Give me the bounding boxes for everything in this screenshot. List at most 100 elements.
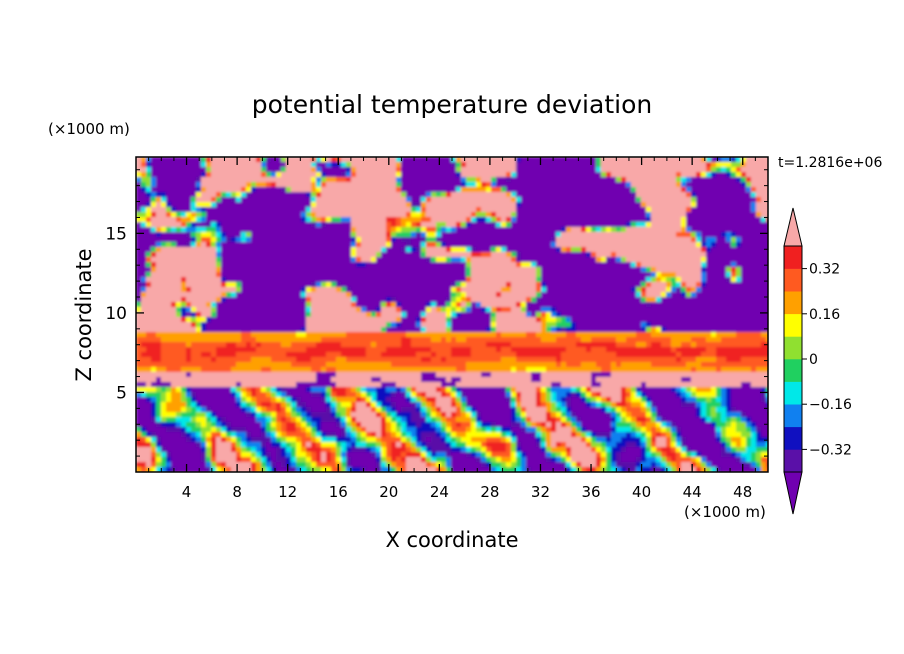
contour-cell [506,302,512,308]
contour-cell [506,297,512,303]
contour-cell [551,212,557,218]
contour-cell [211,227,217,233]
contour-cell [666,212,672,218]
contour-cell [691,222,697,228]
contour-cell [496,207,502,213]
contour-cell [221,352,227,358]
contour-cell [596,187,602,193]
contour-cell [616,257,622,263]
contour-cell [346,342,352,348]
contour-cell [381,257,387,263]
contour-cell [411,192,417,198]
contour-cell [756,267,762,273]
contour-cell [281,307,287,313]
contour-cell [561,327,567,333]
contour-cell [696,257,702,263]
contour-cell [551,337,557,343]
contour-cell [306,222,312,228]
contour-cell [406,227,412,233]
contour-cell [366,227,372,233]
contour-cell [741,287,747,293]
contour-cell [146,232,152,238]
contour-cell [396,202,402,208]
contour-cell [236,287,242,293]
contour-cell [366,217,372,223]
contour-cell [306,197,312,203]
contour-cell [376,252,382,258]
contour-cell [731,217,737,223]
contour-cell [356,227,362,233]
contour-cell [631,167,637,173]
contour-cell [706,237,712,243]
contour-cell [476,257,482,263]
contour-cell [751,157,757,163]
contour-cell [136,202,142,208]
contour-cell [216,182,222,188]
contour-cell [626,192,632,198]
contour-cell [286,177,292,183]
contour-cell [361,252,367,258]
contour-cell [726,257,732,263]
contour-cell [686,347,692,353]
contour-cell [526,172,532,178]
contour-cell [316,182,322,188]
contour-cell [496,192,502,198]
contour-cell [146,162,152,168]
contour-cell [271,167,277,173]
contour-cell [751,277,757,283]
contour-cell [621,342,627,348]
contour-cell [196,297,202,303]
contour-cell [631,237,637,243]
contour-cell [581,267,587,273]
contour-cell [731,287,737,293]
contour-cell [161,182,167,188]
contour-cell [261,222,267,228]
contour-cell [671,282,677,288]
contour-cell [491,312,497,318]
contour-cell [686,342,692,348]
contour-cell [531,247,537,253]
contour-cell [386,287,392,293]
contour-cell [176,272,182,278]
contour-cell [291,337,297,343]
contour-cell [576,322,582,328]
contour-cell [301,337,307,343]
contour-cell [711,212,717,218]
contour-cell [296,192,302,198]
contour-cell [191,182,197,188]
contour-cell [496,327,502,333]
contour-cell [381,242,387,248]
contour-cell [481,312,487,318]
contour-cell [201,317,207,323]
contour-cell [511,192,517,198]
contour-cell [391,177,397,183]
contour-cell [541,187,547,193]
contour-cell [601,312,607,318]
contour-cell [726,332,732,338]
contour-cell [201,252,207,258]
contour-cell [696,327,702,333]
contour-cell [296,307,302,313]
contour-cell [441,162,447,168]
contour-cell [331,257,337,263]
contour-cell [551,292,557,298]
contour-cell [436,297,442,303]
contour-cell [446,332,452,338]
contour-cell [226,222,232,228]
contour-cell [231,262,237,268]
contour-cell [521,292,527,298]
contour-cell [291,307,297,313]
contour-cell [276,167,282,173]
contour-cell [491,337,497,343]
contour-cell [661,207,667,213]
contour-cell [431,342,437,348]
contour-cell [206,307,212,313]
contour-cell [716,322,722,328]
contour-cell [726,222,732,228]
contour-cell [246,217,252,223]
contour-cell [656,267,662,273]
contour-cell [726,207,732,213]
contour-cell [526,312,532,318]
contour-cell [321,307,327,313]
contour-cell [231,187,237,193]
